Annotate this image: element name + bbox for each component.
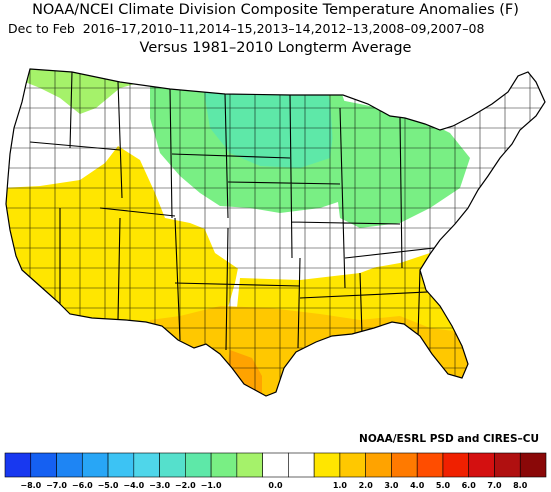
color-scale-cell <box>391 452 418 478</box>
map-subtitle-period: Dec to Feb 2016–17,2010–11,2014–15,2013–… <box>8 21 484 36</box>
data-credit: NOAA/ESRL PSD and CIRES–CU <box>359 433 539 445</box>
color-scale-cell <box>339 452 366 478</box>
color-scale-cell <box>4 452 32 478</box>
color-scale-tick-label: −2.0 <box>175 481 196 490</box>
color-scale-tick-label: −6.0 <box>72 481 93 490</box>
color-scale-tick-label: 2.0 <box>359 481 374 490</box>
color-scale-cell <box>133 452 160 478</box>
color-scale-legend: −8.0 −7.0 −6.0 −5.0 −4.0 −3.0 −2.0 −1.0 0.0 1.0 2.… <box>4 452 547 490</box>
composite-years: 2016–17,2010–11,2014–15,2013–14,2012–13,… <box>82 21 485 36</box>
color-scale-cell <box>313 452 341 478</box>
color-scale-cell <box>185 452 212 478</box>
season-label: Dec to Feb <box>8 21 75 36</box>
color-scale-cell <box>236 452 263 478</box>
color-scale-ticks: −8.0 −7.0 −6.0 −5.0 −4.0 −3.0 −2.0 −1.0 0.0 1.0 2.… <box>20 481 527 490</box>
color-scale-tick-label: 4.0 <box>410 481 425 490</box>
color-scale-tick-label: 3.0 <box>384 481 399 490</box>
color-scale-cell <box>107 452 135 478</box>
color-scale-tick-label: 8.0 <box>513 481 528 490</box>
climate-division-borders <box>6 69 545 396</box>
color-scale-cell <box>30 452 57 478</box>
us-climate-division-map <box>5 68 546 397</box>
color-scale-cell <box>262 452 289 478</box>
color-scale-cell <box>365 452 392 478</box>
color-scale-cell <box>416 452 444 478</box>
color-scale-tick-label: −3.0 <box>149 481 170 490</box>
color-scale-cell <box>159 452 186 478</box>
color-scale-cells <box>4 452 547 478</box>
color-scale-tick-label: −4.0 <box>123 481 144 490</box>
color-scale-tick-label: 6.0 <box>462 481 477 490</box>
color-scale-cell <box>519 452 547 478</box>
state-borders <box>29 71 471 351</box>
color-scale-tick-label: 1.0 <box>333 481 348 490</box>
color-scale-cell <box>210 452 238 478</box>
color-scale-cell <box>442 452 470 478</box>
map-subtitle-baseline: Versus 1981–2010 Longterm Average <box>139 40 412 56</box>
color-scale-tick-label: 0.0 <box>268 481 283 490</box>
great-lakes-cool-region <box>330 98 470 228</box>
map-title: NOAA/NCEI Climate Division Composite Tem… <box>32 2 519 18</box>
color-scale-tick-label: 5.0 <box>436 481 451 490</box>
color-scale-cell <box>288 452 315 478</box>
color-scale-cell <box>56 452 83 478</box>
color-scale-cell <box>81 452 109 478</box>
color-scale-cell <box>468 452 495 478</box>
central-neutral-band <box>200 208 470 276</box>
color-scale-tick-label: −7.0 <box>46 481 67 490</box>
color-scale-tick-label: 7.0 <box>487 481 502 490</box>
color-scale-tick-label: −8.0 <box>20 481 41 490</box>
color-scale-tick-label: −5.0 <box>98 481 119 490</box>
color-scale-tick-label: −1.0 <box>201 481 222 490</box>
color-scale-cell <box>494 452 521 478</box>
